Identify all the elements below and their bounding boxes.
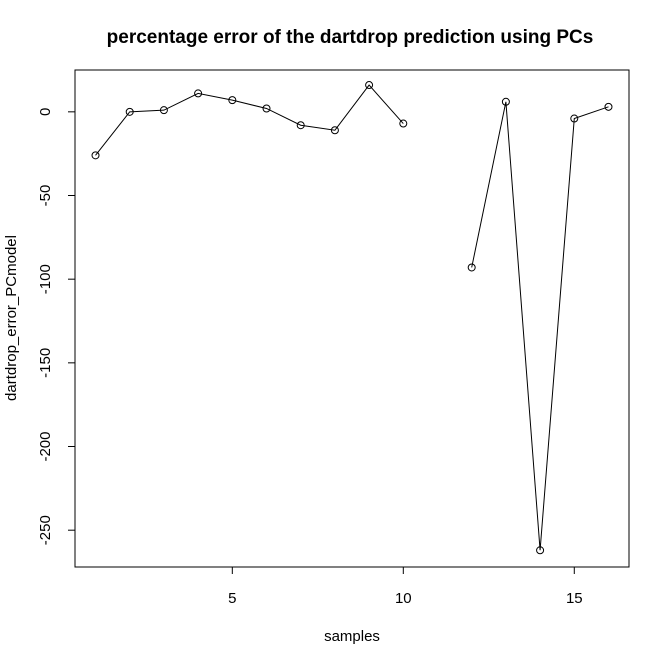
data-point xyxy=(501,97,510,106)
plot-frame xyxy=(74,69,630,568)
y-tick-label: -200 xyxy=(37,431,54,461)
y-tick-label: 0 xyxy=(37,108,54,116)
y-tick-label: -50 xyxy=(37,185,54,207)
data-point xyxy=(159,106,168,115)
data-point xyxy=(296,121,305,130)
data-point xyxy=(365,81,374,90)
x-tick-label: 15 xyxy=(566,590,583,607)
chart-title: percentage error of the dartdrop predict… xyxy=(107,27,594,48)
data-point xyxy=(262,104,271,113)
y-tick-label: -150 xyxy=(37,348,54,378)
data-point xyxy=(330,126,339,135)
x-tick-label: 10 xyxy=(395,590,412,607)
data-point xyxy=(570,114,579,123)
x-axis-label: samples xyxy=(324,628,380,645)
x-axis: 5 10 15 xyxy=(228,566,583,607)
series-line-segment xyxy=(471,101,609,551)
y-axis: 0 -50 -100 -150 -200 -250 xyxy=(37,108,76,545)
y-tick-label: -250 xyxy=(37,515,54,545)
x-tick-label: 5 xyxy=(228,590,236,607)
data-point xyxy=(194,89,203,98)
data-point xyxy=(604,102,613,111)
data-point xyxy=(125,107,134,116)
data-point xyxy=(91,151,100,160)
data-point xyxy=(228,96,237,105)
series-layer xyxy=(91,81,613,555)
data-point xyxy=(467,263,476,272)
series-line-segment xyxy=(95,84,404,156)
data-point xyxy=(536,546,545,555)
y-axis-label: dartdrop_error_PCmodel xyxy=(3,235,20,401)
y-tick-label: -100 xyxy=(37,264,54,294)
data-point xyxy=(399,119,408,128)
